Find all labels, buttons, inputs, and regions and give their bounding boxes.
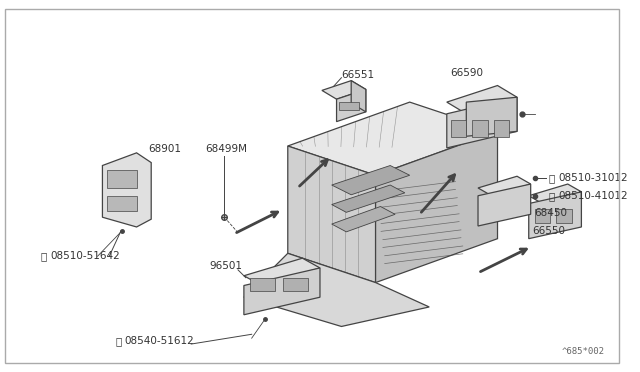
Text: Ⓢ: Ⓢ	[41, 251, 47, 261]
Bar	[534, 209, 550, 223]
Text: 66550: 66550	[532, 226, 566, 236]
Bar	[108, 170, 136, 188]
Polygon shape	[102, 153, 151, 227]
Text: Ⓢ: Ⓢ	[548, 191, 554, 201]
Text: 08540-51612: 08540-51612	[125, 336, 195, 346]
Polygon shape	[332, 166, 410, 195]
Polygon shape	[244, 268, 320, 315]
Polygon shape	[376, 131, 497, 283]
Polygon shape	[244, 258, 320, 285]
Bar	[451, 120, 467, 137]
Text: 68901: 68901	[148, 144, 181, 154]
Bar	[472, 120, 488, 137]
Text: 68450: 68450	[534, 208, 568, 218]
Polygon shape	[478, 176, 531, 196]
Polygon shape	[332, 185, 405, 212]
Text: 08510-51642: 08510-51642	[51, 251, 120, 261]
Bar	[556, 209, 572, 223]
Polygon shape	[478, 184, 531, 226]
Text: 96501: 96501	[210, 261, 243, 271]
Polygon shape	[447, 97, 517, 148]
Polygon shape	[529, 192, 581, 239]
Bar	[283, 278, 308, 291]
Bar	[250, 278, 275, 291]
Bar	[493, 120, 509, 137]
Polygon shape	[244, 253, 429, 327]
Polygon shape	[529, 184, 581, 203]
Text: 66590: 66590	[451, 68, 484, 78]
Text: 68499M: 68499M	[205, 144, 247, 154]
Polygon shape	[467, 97, 517, 136]
Text: 08510-41012: 08510-41012	[558, 191, 628, 201]
Text: Ⓢ: Ⓢ	[548, 173, 554, 183]
Text: Ⓢ: Ⓢ	[115, 336, 122, 346]
Polygon shape	[332, 206, 395, 232]
Text: 66551: 66551	[341, 70, 374, 80]
Polygon shape	[322, 81, 366, 99]
Text: ^685*002: ^685*002	[562, 347, 605, 356]
Bar	[339, 102, 359, 110]
Polygon shape	[337, 89, 366, 122]
Polygon shape	[447, 86, 517, 114]
Text: 08510-31012: 08510-31012	[558, 173, 628, 183]
Polygon shape	[288, 146, 376, 283]
Bar	[108, 196, 136, 211]
Polygon shape	[288, 102, 497, 175]
Polygon shape	[351, 81, 366, 112]
